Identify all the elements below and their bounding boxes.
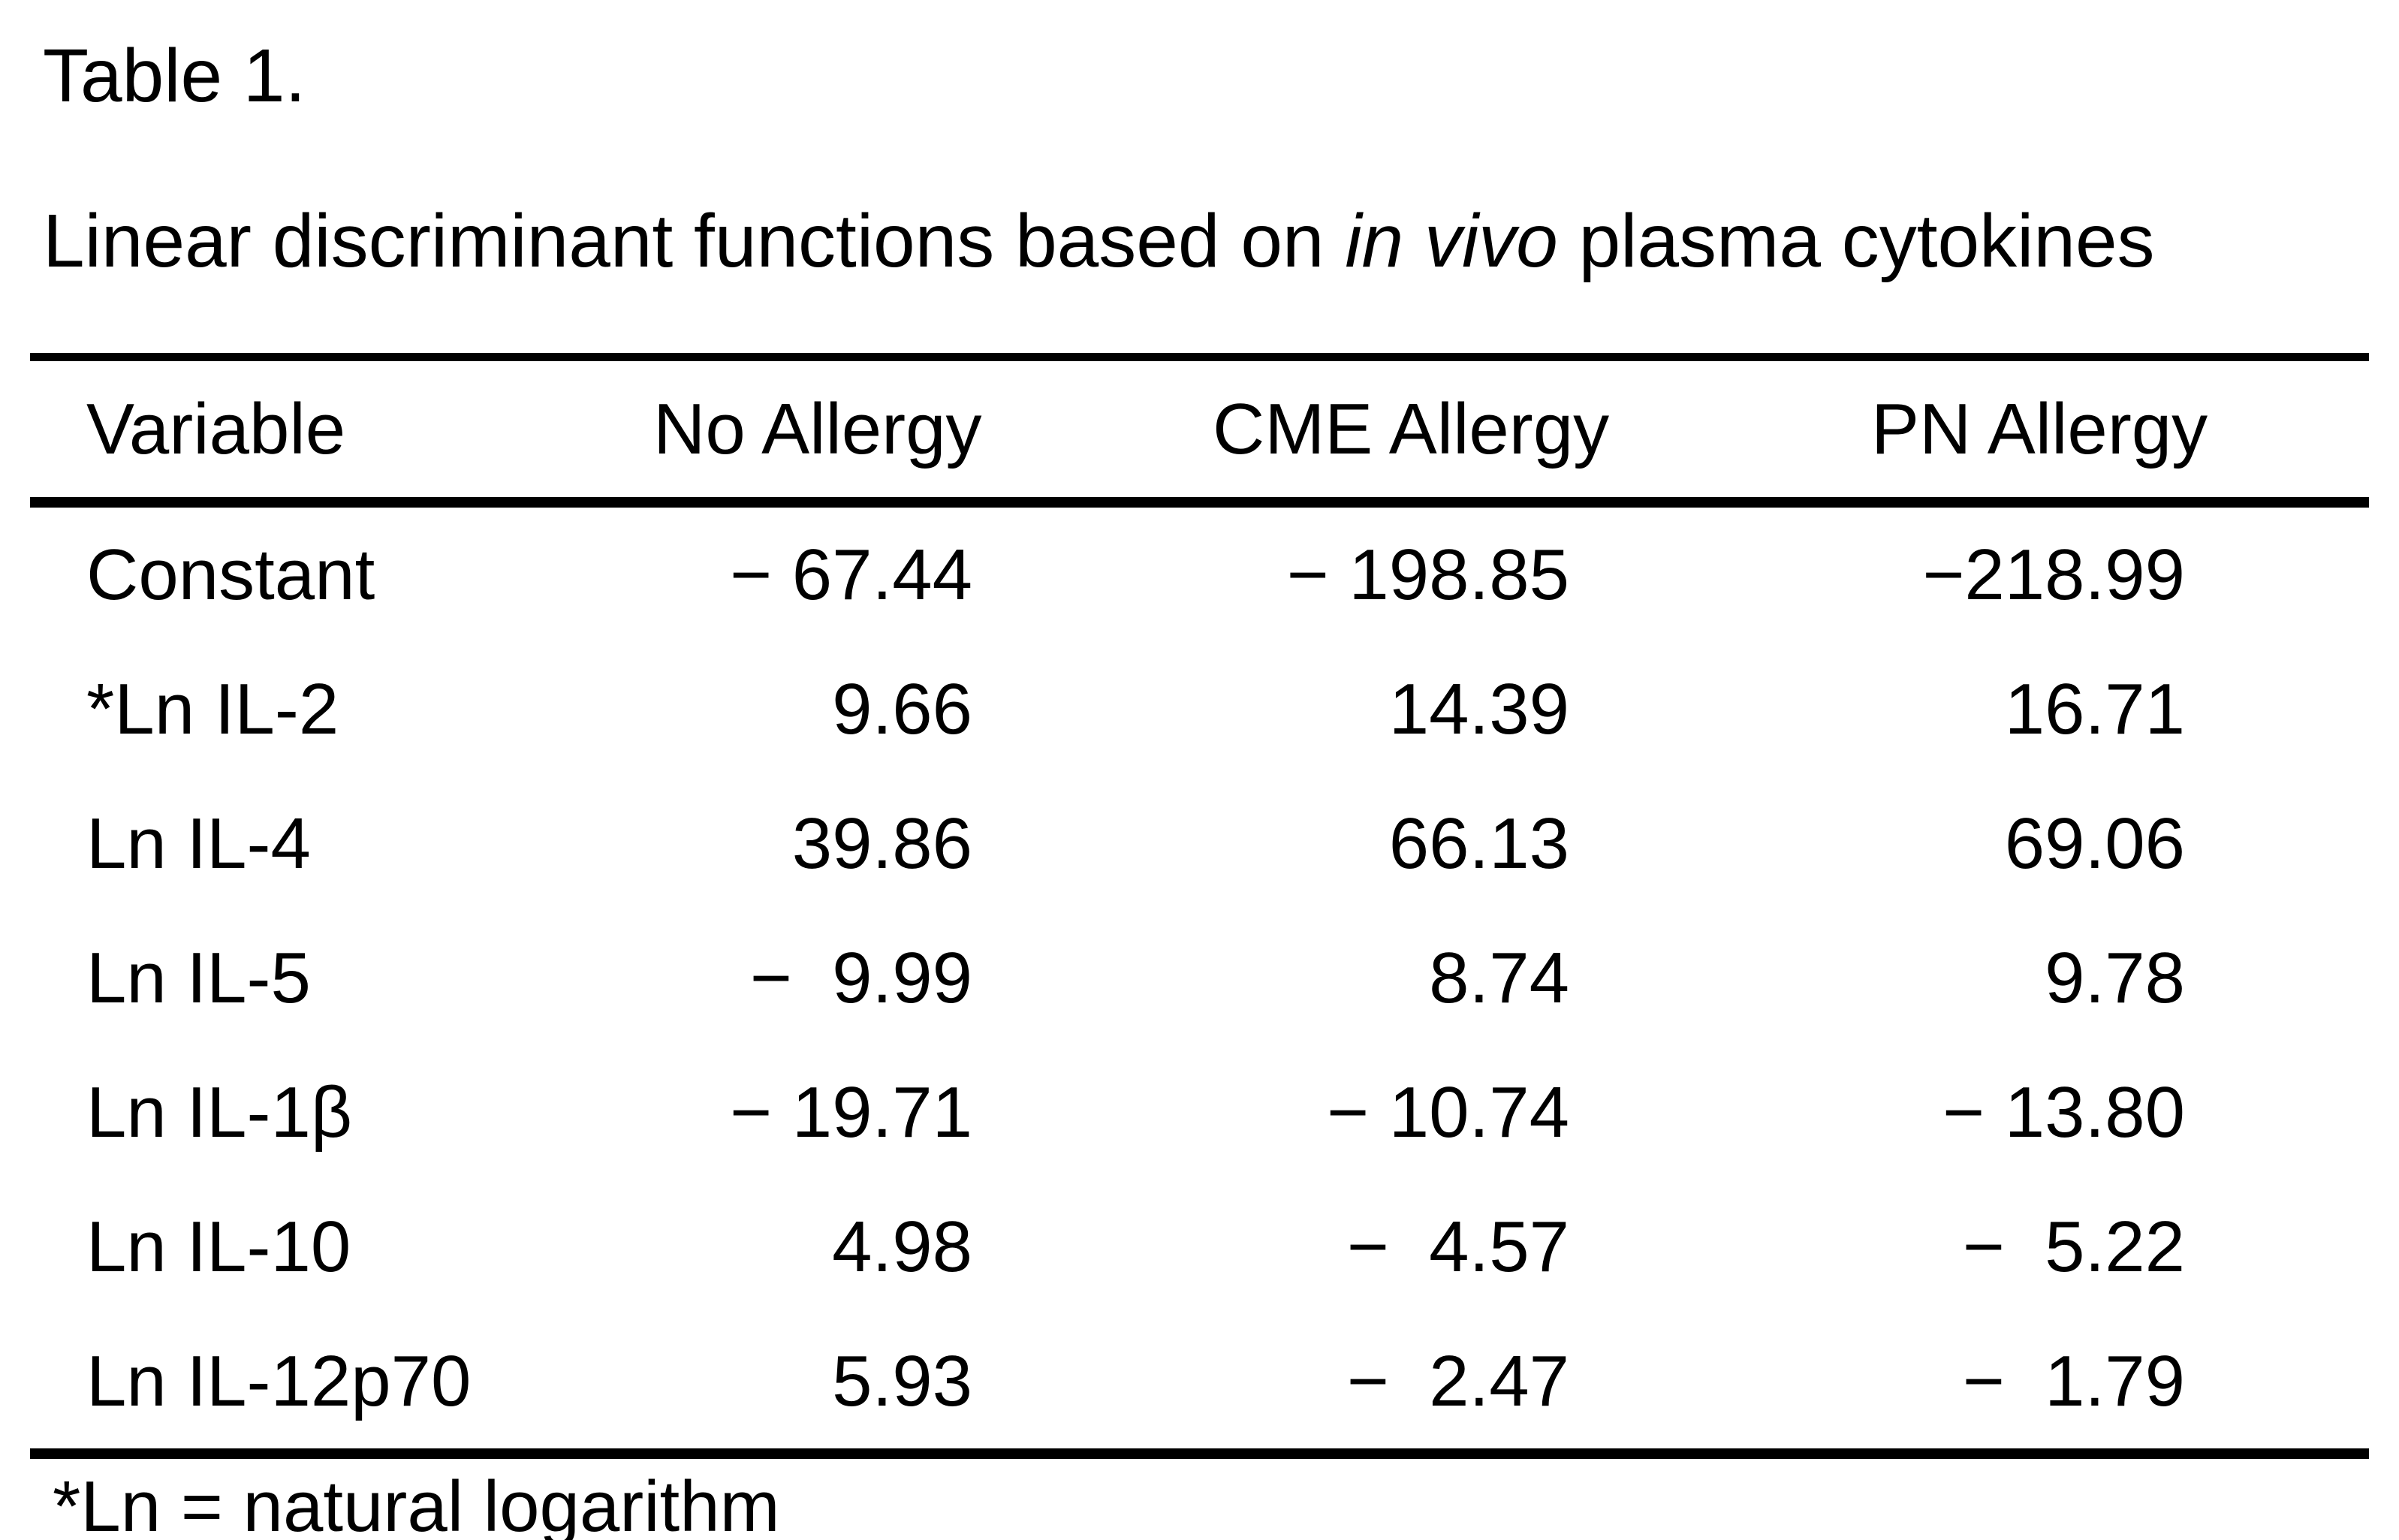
- row-label: Ln IL-12p70: [86, 1340, 472, 1421]
- row-label: Ln IL-4: [86, 803, 311, 884]
- cell-value: − 67.44: [730, 534, 972, 615]
- cell-value: 14.39: [1388, 668, 1569, 749]
- caption-text-italic: in vivo: [1345, 199, 1558, 283]
- discriminant-functions-table: Variable No Allergy CME Allergy PN Aller…: [30, 353, 2369, 1459]
- caption-text-suffix: plasma cytokines: [1557, 199, 2155, 283]
- table-footnote: *Ln = natural logarithm: [53, 1466, 780, 1540]
- table-row: Ln IL-4 39.86 66.13 69.06: [30, 776, 2369, 911]
- header-row: Variable No Allergy CME Allergy PN Aller…: [30, 357, 2369, 508]
- column-header-no-allergy: No Allergy: [526, 357, 1006, 508]
- cell-value: − 9.99: [749, 937, 972, 1018]
- cell-value: 9.66: [832, 668, 972, 749]
- table-title: Table 1.: [43, 34, 306, 118]
- cell-value: 66.13: [1388, 803, 1569, 884]
- cell-value: − 1.79: [1962, 1340, 2185, 1421]
- cell-value: − 13.80: [1942, 1071, 2185, 1153]
- table-row: Constant − 67.44 − 198.85 −218.99: [30, 502, 2369, 642]
- row-label: *Ln IL-2: [86, 668, 339, 749]
- row-label: Ln IL-1β: [86, 1071, 353, 1153]
- cell-value: −218.99: [1922, 534, 2185, 615]
- row-label: Ln IL-5: [86, 937, 311, 1018]
- cell-value: 8.74: [1429, 937, 1569, 1018]
- cell-value: 5.93: [832, 1340, 972, 1421]
- cell-value: − 4.57: [1346, 1206, 1569, 1287]
- table-row: Ln IL-1β − 19.71 − 10.74 − 13.80: [30, 1045, 2369, 1180]
- table-caption: Linear discriminant functions based on i…: [43, 196, 2399, 286]
- cell-value: 4.98: [832, 1206, 972, 1287]
- column-header-pn-allergy: PN Allergy: [1599, 357, 2369, 508]
- cell-value: 39.86: [791, 803, 972, 884]
- row-label: Constant: [86, 534, 375, 615]
- cell-value: − 2.47: [1346, 1340, 1569, 1421]
- cell-value: − 10.74: [1327, 1071, 1569, 1153]
- cell-value: − 19.71: [730, 1071, 972, 1153]
- cell-value: 69.06: [2004, 803, 2185, 884]
- cell-value: − 198.85: [1286, 534, 1569, 615]
- caption-text-prefix: Linear discriminant functions based on: [43, 199, 1346, 283]
- cell-value: − 5.22: [1962, 1206, 2185, 1287]
- table-row: Ln IL-12p70 5.93 − 2.47 − 1.79: [30, 1314, 2369, 1454]
- row-label: Ln IL-10: [86, 1206, 351, 1287]
- cell-value: 9.78: [2045, 937, 2185, 1018]
- column-header-variable: Variable: [30, 357, 526, 508]
- table-row: *Ln IL-2 9.66 14.39 16.71: [30, 642, 2369, 776]
- table-row: Ln IL-10 4.98 − 4.57 − 5.22: [30, 1180, 2369, 1314]
- cell-value: 16.71: [2004, 668, 2185, 749]
- table-row: Ln IL-5 − 9.99 8.74 9.78: [30, 911, 2369, 1045]
- column-header-cme-allergy: CME Allergy: [1006, 357, 1609, 508]
